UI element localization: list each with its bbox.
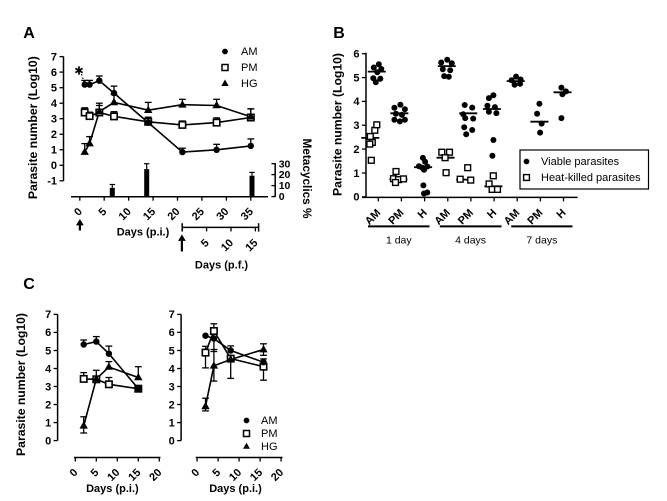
svg-text:Viable parasites: Viable parasites	[541, 156, 620, 168]
svg-text:B: B	[333, 25, 345, 42]
svg-text:1: 1	[169, 417, 175, 429]
svg-text:Days (p.i.): Days (p.i.)	[86, 483, 139, 495]
svg-text:1: 1	[51, 145, 57, 157]
svg-text:4 days: 4 days	[455, 235, 486, 247]
svg-text:7: 7	[45, 309, 51, 321]
svg-text:7: 7	[169, 309, 175, 321]
svg-text:10: 10	[105, 467, 122, 484]
svg-text:Heat-killed parasites: Heat-killed parasites	[541, 172, 641, 184]
svg-text:2: 2	[51, 129, 57, 141]
svg-text:20: 20	[279, 169, 291, 181]
svg-text:0: 0	[68, 467, 81, 480]
svg-text:10: 10	[117, 206, 134, 223]
svg-text:Parasite number (Log10): Parasite number (Log10)	[26, 56, 40, 199]
svg-text:7 days: 7 days	[526, 235, 557, 247]
svg-text:AM: AM	[502, 207, 523, 228]
svg-text:5: 5	[89, 467, 102, 480]
svg-text:25: 25	[190, 206, 207, 223]
svg-text:HG: HG	[241, 78, 258, 90]
svg-text:35: 35	[239, 206, 256, 223]
svg-text:6: 6	[353, 49, 359, 61]
svg-text:-1: -1	[47, 176, 57, 188]
svg-text:1: 1	[45, 417, 51, 429]
svg-text:AM: AM	[261, 415, 278, 427]
svg-text:HG: HG	[261, 441, 278, 453]
svg-text:H: H	[416, 207, 430, 221]
svg-text:15: 15	[243, 237, 260, 254]
svg-text:6: 6	[45, 327, 51, 339]
svg-text:20: 20	[269, 467, 286, 484]
svg-text:3: 3	[169, 381, 175, 393]
svg-text:PM: PM	[386, 207, 406, 227]
svg-text:A: A	[23, 25, 35, 42]
svg-text:3: 3	[353, 120, 359, 132]
svg-text:1: 1	[353, 168, 359, 180]
svg-text:PM: PM	[525, 207, 545, 227]
svg-text:Parasite number (Log10): Parasite number (Log10)	[331, 53, 345, 196]
svg-text:2: 2	[353, 144, 359, 156]
svg-text:7: 7	[51, 51, 57, 63]
svg-text:C: C	[23, 276, 35, 293]
svg-text:PM: PM	[261, 428, 278, 440]
svg-text:Parasite number (Log10): Parasite number (Log10)	[14, 313, 28, 456]
svg-text:0: 0	[72, 206, 85, 219]
svg-text:30: 30	[279, 158, 291, 170]
svg-text:5: 5	[199, 237, 212, 250]
svg-text:PM: PM	[241, 62, 258, 74]
svg-text:3: 3	[45, 381, 51, 393]
svg-text:AM: AM	[241, 46, 258, 58]
svg-text:H: H	[555, 207, 569, 221]
svg-text:AM: AM	[432, 207, 453, 228]
svg-text:4: 4	[169, 363, 176, 375]
svg-text:6: 6	[169, 327, 175, 339]
svg-text:5: 5	[51, 83, 57, 95]
svg-text:0: 0	[51, 160, 57, 172]
svg-text:20: 20	[147, 467, 164, 484]
svg-text:0: 0	[189, 467, 202, 480]
svg-text:4: 4	[45, 363, 52, 375]
svg-text:Days (p.i.): Days (p.i.)	[117, 227, 170, 239]
svg-text:Days (p.i.): Days (p.i.)	[209, 483, 262, 495]
svg-text:5: 5	[353, 72, 359, 84]
svg-text:10: 10	[219, 237, 236, 254]
svg-text:5: 5	[97, 206, 110, 219]
svg-text:5: 5	[169, 345, 175, 357]
svg-text:H: H	[485, 207, 499, 221]
svg-text:5: 5	[45, 345, 51, 357]
svg-text:3: 3	[51, 114, 57, 126]
svg-text:0: 0	[353, 192, 359, 204]
svg-text:5: 5	[210, 467, 223, 480]
svg-text:10: 10	[279, 180, 291, 192]
svg-text:1 day: 1 day	[386, 235, 412, 247]
svg-text:10: 10	[227, 467, 244, 484]
svg-text:2: 2	[45, 399, 51, 411]
svg-text:20: 20	[165, 206, 182, 223]
svg-text:0: 0	[279, 191, 285, 203]
svg-text:15: 15	[248, 467, 265, 484]
svg-text:15: 15	[126, 467, 143, 484]
svg-text:4: 4	[51, 98, 58, 110]
svg-text:Metacyclics %: Metacyclics %	[300, 138, 314, 219]
svg-text:0: 0	[45, 435, 51, 447]
svg-text:PM: PM	[456, 207, 476, 227]
svg-text:0: 0	[169, 435, 175, 447]
svg-text:15: 15	[141, 206, 158, 223]
svg-text:2: 2	[169, 399, 175, 411]
svg-text:Days (p.f.): Days (p.f.)	[195, 260, 249, 272]
svg-text:4: 4	[353, 96, 360, 108]
svg-text:AM: AM	[363, 207, 384, 228]
svg-text:30: 30	[214, 206, 231, 223]
svg-text:6: 6	[51, 67, 57, 79]
